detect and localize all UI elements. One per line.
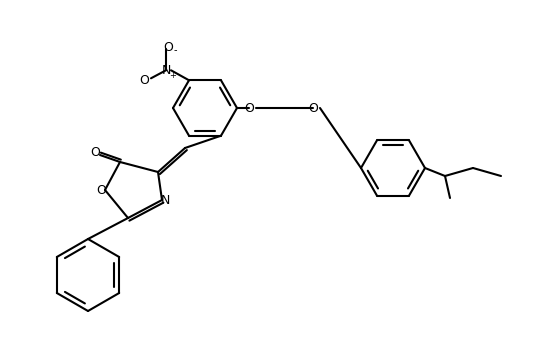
Text: O: O bbox=[96, 184, 106, 197]
Text: O: O bbox=[244, 102, 254, 115]
Text: -: - bbox=[173, 45, 177, 55]
Text: N: N bbox=[160, 194, 170, 207]
Text: O: O bbox=[163, 41, 173, 54]
Text: N: N bbox=[161, 64, 171, 77]
Text: O: O bbox=[139, 74, 149, 87]
Text: +: + bbox=[170, 71, 176, 80]
Text: O: O bbox=[90, 146, 100, 159]
Text: O: O bbox=[308, 102, 318, 115]
